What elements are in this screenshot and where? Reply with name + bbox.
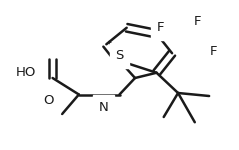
Text: HO: HO xyxy=(16,66,37,78)
Text: N: N xyxy=(98,101,108,114)
Text: F: F xyxy=(156,21,164,34)
Text: S: S xyxy=(115,49,124,62)
Text: O: O xyxy=(44,94,54,107)
Text: F: F xyxy=(193,15,201,28)
Text: F: F xyxy=(210,45,218,57)
